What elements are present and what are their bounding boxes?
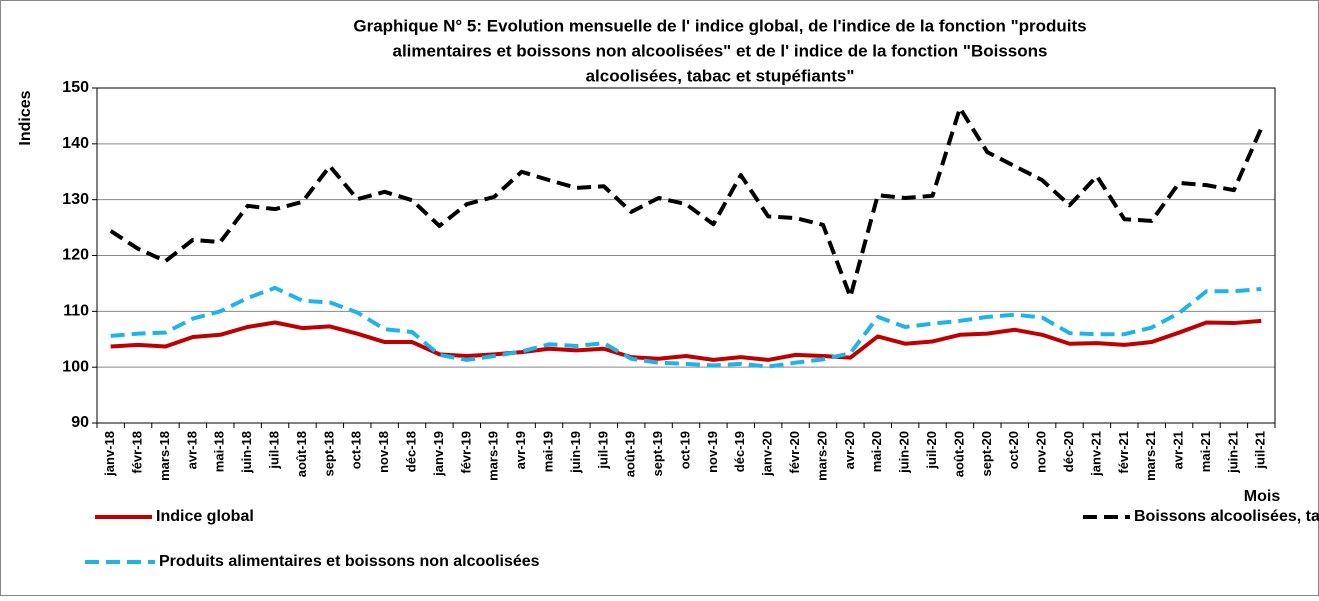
x-tick-label: déc-19 xyxy=(732,431,747,472)
x-tick-label: oct-19 xyxy=(677,431,692,469)
y-tick-label: 150 xyxy=(62,79,89,96)
series-line xyxy=(110,285,1262,369)
series-line xyxy=(110,318,1262,362)
x-tick-label: mai-21 xyxy=(1198,431,1213,472)
chart-title: Graphique N° 5: Evolution mensuelle de l… xyxy=(353,16,1086,35)
x-tick-label: avr-18 xyxy=(184,431,199,469)
x-tick-label: août-18 xyxy=(294,431,309,477)
y-tick-label: 110 xyxy=(63,303,89,320)
x-tick-label: oct-18 xyxy=(349,431,364,469)
x-tick-label: juin-18 xyxy=(239,431,254,474)
x-tick-label: juin-21 xyxy=(1225,431,1240,474)
x-tick-label: sept-19 xyxy=(650,431,665,477)
x-tick-label: févr-19 xyxy=(458,431,473,474)
legend-label: Boissons alcoolisées, tabac et stupéfian… xyxy=(1134,508,1319,525)
legend-label: Indice global xyxy=(156,508,254,525)
x-tick-label: févr-20 xyxy=(787,431,802,474)
x-tick-label: déc-20 xyxy=(1061,431,1076,472)
x-tick-label: juil-18 xyxy=(267,431,282,470)
x-tick-label: mai-18 xyxy=(212,431,227,472)
x-tick-label: oct-20 xyxy=(1006,431,1021,469)
x-tick-label: nov-20 xyxy=(1034,431,1049,473)
x-tick-label: janv-18 xyxy=(102,431,117,477)
x-tick-label: mai-19 xyxy=(540,431,555,472)
y-axis-label: Indices xyxy=(17,90,34,145)
x-tick-label: févr-21 xyxy=(1116,431,1131,474)
x-tick-label: avr-19 xyxy=(513,431,528,469)
x-tick-label: août-20 xyxy=(951,431,966,477)
chart-title: alimentaires et boissons non alcoolisées… xyxy=(393,41,1048,60)
x-tick-label: mars-18 xyxy=(157,431,172,481)
x-tick-label: déc-18 xyxy=(403,431,418,472)
x-tick-label: mai-20 xyxy=(869,431,884,472)
y-tick-label: 120 xyxy=(62,247,89,264)
x-tick-label: avr-21 xyxy=(1171,431,1186,469)
x-tick-label: sept-20 xyxy=(979,431,994,477)
x-tick-label: janv-19 xyxy=(431,431,446,477)
x-tick-label: juil-20 xyxy=(924,431,939,470)
chart-title: alcoolisées, tabac et stupéfiants" xyxy=(586,66,855,85)
x-tick-label: nov-19 xyxy=(705,431,720,473)
x-tick-label: juin-20 xyxy=(897,431,912,474)
x-tick-label: mars-21 xyxy=(1143,431,1158,481)
x-tick-label: août-19 xyxy=(623,431,638,477)
x-tick-label: mars-19 xyxy=(486,431,501,481)
plot-border xyxy=(96,87,1276,424)
y-tick-label: 100 xyxy=(62,358,89,375)
x-tick-label: janv-21 xyxy=(1088,431,1103,477)
x-tick-label: janv-20 xyxy=(760,431,775,477)
legend-label: Produits alimentaires et boissons non al… xyxy=(159,553,540,570)
series-line xyxy=(109,106,1264,299)
x-tick-label: févr-18 xyxy=(130,431,145,474)
y-tick-label: 90 xyxy=(71,414,89,431)
x-tick-label: sept-18 xyxy=(321,431,336,477)
x-tick-label: juin-19 xyxy=(568,431,583,474)
y-tick-label: 140 xyxy=(62,135,89,152)
x-tick-label: nov-18 xyxy=(376,431,391,473)
x-axis-label: Mois xyxy=(1244,488,1281,505)
x-tick-label: juil-21 xyxy=(1253,431,1268,470)
x-tick-label: mars-20 xyxy=(814,431,829,481)
x-tick-label: avr-20 xyxy=(842,431,857,469)
y-tick-label: 130 xyxy=(62,191,89,208)
x-tick-label: juil-19 xyxy=(595,431,610,470)
